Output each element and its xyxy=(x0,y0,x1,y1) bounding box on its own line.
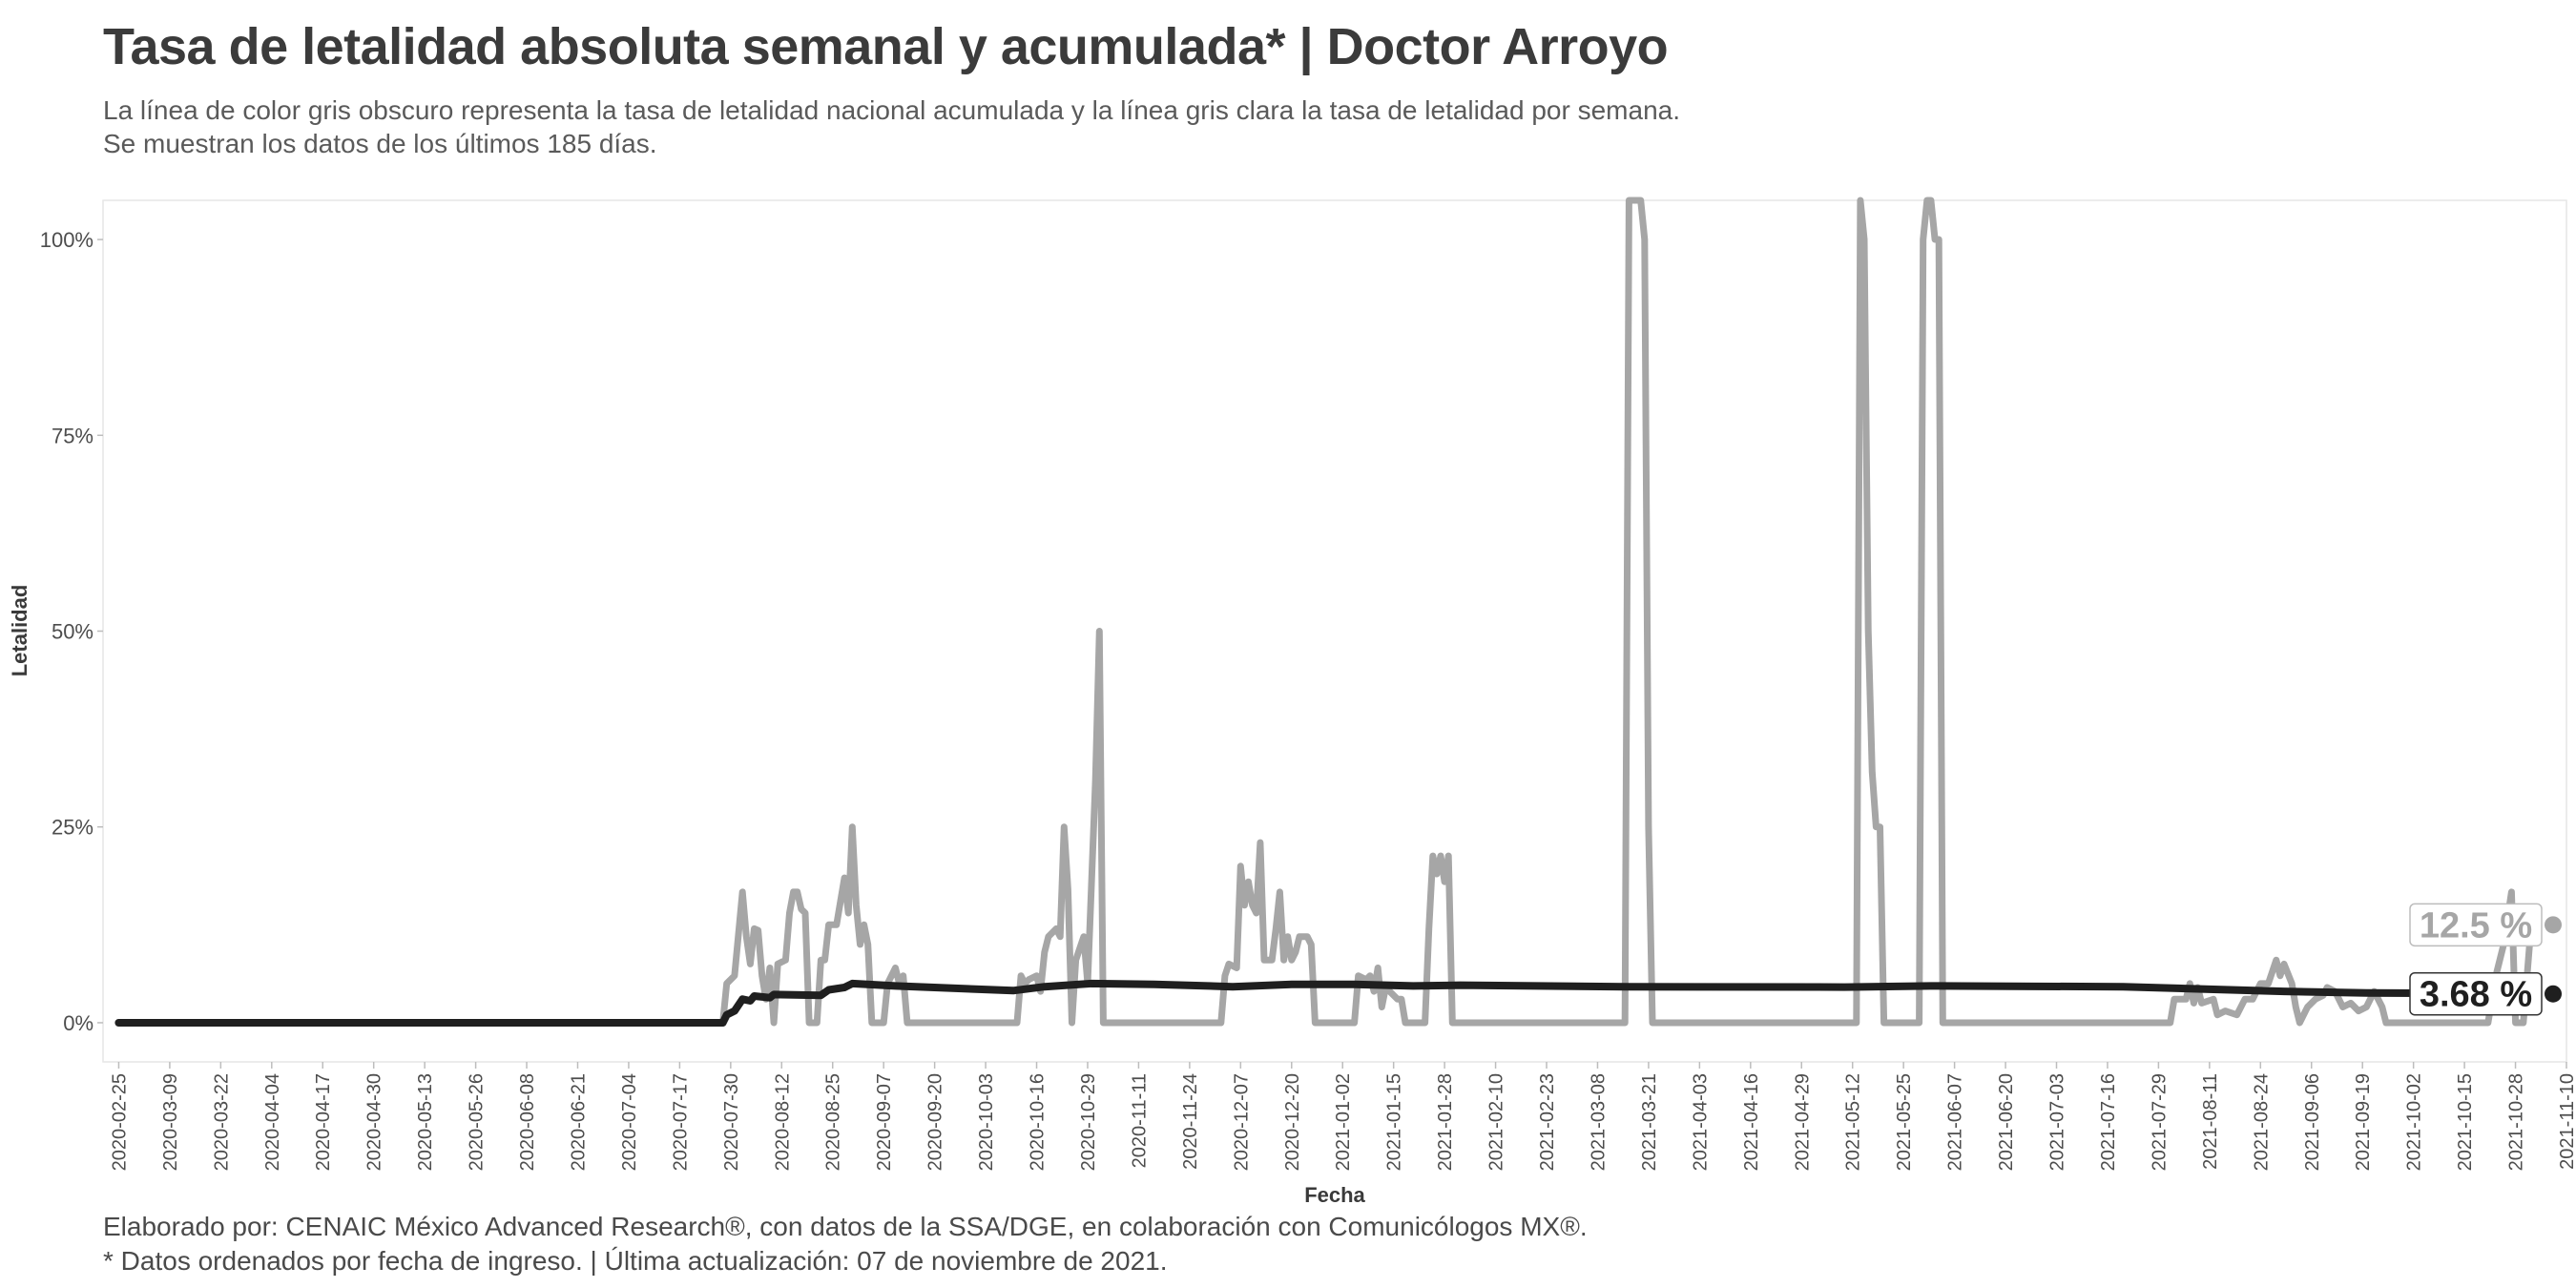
x-tick-label: 2021-08-11 xyxy=(2200,1073,2221,1170)
x-tick-label: 2020-09-07 xyxy=(874,1073,895,1171)
x-tick-label: 2021-03-21 xyxy=(1639,1073,1660,1171)
x-tick-label: 2020-06-21 xyxy=(568,1073,589,1171)
chart-subtitle: La línea de color gris obscuro represent… xyxy=(103,93,1680,160)
x-tick-label: 2020-03-22 xyxy=(211,1073,232,1171)
y-axis-title: Letalidad xyxy=(8,585,31,677)
subtitle-line-1: La línea de color gris obscuro represent… xyxy=(103,95,1680,125)
y-tick-label: 75% xyxy=(52,424,93,447)
x-tick-label: 2020-03-09 xyxy=(160,1073,181,1171)
x-axis: 2020-02-25 2020-03-09 2020-03-22 2020-04-04… xyxy=(109,1062,2576,1171)
x-tick-label: 2020-11-24 xyxy=(1180,1073,1201,1170)
x-tick-label: 2020-02-25 xyxy=(109,1073,130,1171)
x-tick-label: 2020-07-30 xyxy=(721,1073,742,1171)
x-tick-label: 2020-07-04 xyxy=(619,1073,640,1171)
end-labels-layer: 12.5 % 3.68 % xyxy=(2409,903,2562,1016)
x-tick-label: 2021-02-23 xyxy=(1537,1073,1558,1171)
x-tick-label: 2021-06-20 xyxy=(1996,1073,2017,1171)
x-tick-label: 2020-11-11 xyxy=(1129,1073,1150,1168)
x-tick-label: 2021-10-02 xyxy=(2404,1073,2425,1171)
x-tick-label: 2021-04-03 xyxy=(1690,1073,1711,1171)
weekly-end-label-box xyxy=(2409,903,2543,947)
x-tick-label: 2020-12-20 xyxy=(1282,1073,1303,1171)
subtitle-line-2: Se muestran los datos de los últimos 185… xyxy=(103,129,657,158)
y-tick-label: 0% xyxy=(63,1011,93,1035)
x-tick-label: 2021-05-25 xyxy=(1894,1073,1915,1171)
x-tick-label: 2020-05-13 xyxy=(415,1073,436,1171)
caption: Elaborado por: CENAIC México Advanced Re… xyxy=(103,1210,1588,1278)
y-tick-label: 100% xyxy=(40,228,93,252)
y-tick-label: 50% xyxy=(52,620,93,644)
x-tick-label: 2020-05-26 xyxy=(467,1073,488,1171)
x-tick-label: 2021-08-24 xyxy=(2251,1073,2272,1171)
x-tick-label: 2021-04-16 xyxy=(1741,1073,1762,1171)
x-tick-label: 2020-04-17 xyxy=(313,1073,334,1171)
x-tick-label: 2020-10-29 xyxy=(1078,1073,1099,1171)
weekly-line xyxy=(114,197,2535,1027)
series-layer xyxy=(114,197,2535,1027)
x-tick-label: 2021-04-29 xyxy=(1792,1073,1813,1171)
cumulative-end-label: 3.68 % xyxy=(2420,975,2532,1015)
x-tick-label: 2021-02-10 xyxy=(1486,1073,1507,1171)
caption-line-1: Elaborado por: CENAIC México Advanced Re… xyxy=(103,1212,1588,1241)
x-tick-label: 2020-08-12 xyxy=(772,1073,793,1171)
y-tick-label: 25% xyxy=(52,816,93,840)
cumulative-end-point xyxy=(2545,985,2562,1003)
x-tick-label: 2020-06-08 xyxy=(517,1073,538,1171)
x-tick-label: 2020-08-25 xyxy=(823,1073,844,1171)
cumulative-end-label-box xyxy=(2409,971,2543,1016)
x-tick-label: 2021-03-08 xyxy=(1588,1073,1609,1171)
weekly-end-point xyxy=(2545,916,2562,934)
x-tick-label: 2021-06-07 xyxy=(1945,1073,1966,1171)
x-tick-label: 2021-07-03 xyxy=(2047,1073,2068,1171)
x-tick-label: 2020-09-20 xyxy=(925,1073,946,1171)
x-tick-label: 2021-11-10 xyxy=(2557,1073,2576,1170)
x-tick-label: 2021-05-12 xyxy=(1843,1073,1864,1171)
cumulative-line xyxy=(114,979,2535,1027)
x-tick-label: 2021-01-15 xyxy=(1384,1073,1405,1171)
x-axis-title: Fecha xyxy=(1304,1183,1365,1207)
x-tick-label: 2021-01-28 xyxy=(1435,1073,1456,1171)
y-axis: 0% 25% 50% 75% 100% xyxy=(40,228,103,1035)
x-tick-label: 2021-07-29 xyxy=(2149,1073,2170,1171)
x-tick-label: 2021-07-16 xyxy=(2098,1073,2119,1171)
plot-panel-border xyxy=(102,199,2567,1063)
x-tick-label: 2020-10-03 xyxy=(976,1073,997,1171)
x-tick-label: 2020-04-04 xyxy=(262,1073,283,1171)
caption-line-2: * Datos ordenados por fecha de ingreso. … xyxy=(103,1246,1168,1276)
x-tick-label: 2020-12-07 xyxy=(1231,1073,1252,1171)
chart-title: Tasa de letalidad absoluta semanal y acu… xyxy=(103,18,1669,75)
x-tick-label: 2020-04-30 xyxy=(364,1073,385,1171)
x-tick-label: 2021-09-19 xyxy=(2353,1073,2374,1171)
weekly-end-label: 12.5 % xyxy=(2420,905,2532,945)
x-tick-label: 2021-10-28 xyxy=(2506,1073,2527,1171)
x-tick-label: 2021-10-15 xyxy=(2455,1073,2476,1171)
x-tick-label: 2021-01-02 xyxy=(1333,1073,1354,1171)
x-tick-label: 2020-07-17 xyxy=(670,1073,691,1171)
x-tick-label: 2020-10-16 xyxy=(1028,1073,1049,1171)
x-tick-label: 2021-09-06 xyxy=(2302,1073,2323,1171)
